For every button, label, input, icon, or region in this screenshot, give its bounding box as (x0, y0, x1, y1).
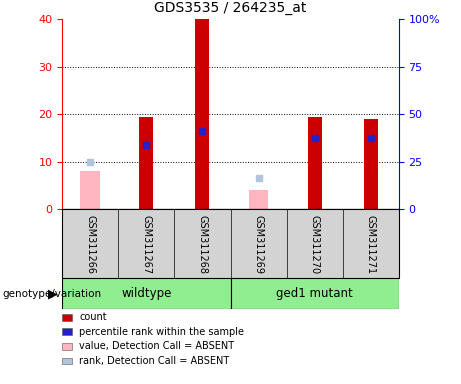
Text: value, Detection Call = ABSENT: value, Detection Call = ABSENT (79, 341, 234, 351)
Text: ▶: ▶ (48, 287, 58, 300)
Title: GDS3535 / 264235_at: GDS3535 / 264235_at (154, 2, 307, 15)
Text: genotype/variation: genotype/variation (2, 289, 101, 299)
Text: rank, Detection Call = ABSENT: rank, Detection Call = ABSENT (79, 356, 230, 366)
Bar (195, 19, 209, 209)
Bar (81, 171, 100, 209)
Text: ged1 mutant: ged1 mutant (276, 287, 353, 300)
Bar (307, 117, 322, 209)
Text: count: count (79, 312, 107, 322)
Bar (230, 278, 399, 309)
Bar (249, 190, 268, 209)
Text: GSM311271: GSM311271 (366, 215, 376, 274)
Text: GSM311268: GSM311268 (197, 215, 207, 274)
Bar (364, 119, 378, 209)
Text: GSM311269: GSM311269 (254, 215, 264, 274)
Bar (139, 117, 154, 209)
Text: GSM311266: GSM311266 (85, 215, 95, 274)
Text: GSM311270: GSM311270 (310, 215, 319, 274)
Text: GSM311267: GSM311267 (142, 215, 151, 274)
Text: wildtype: wildtype (121, 287, 171, 300)
Text: percentile rank within the sample: percentile rank within the sample (79, 327, 244, 337)
Bar (62, 209, 399, 278)
Bar (62, 278, 230, 309)
